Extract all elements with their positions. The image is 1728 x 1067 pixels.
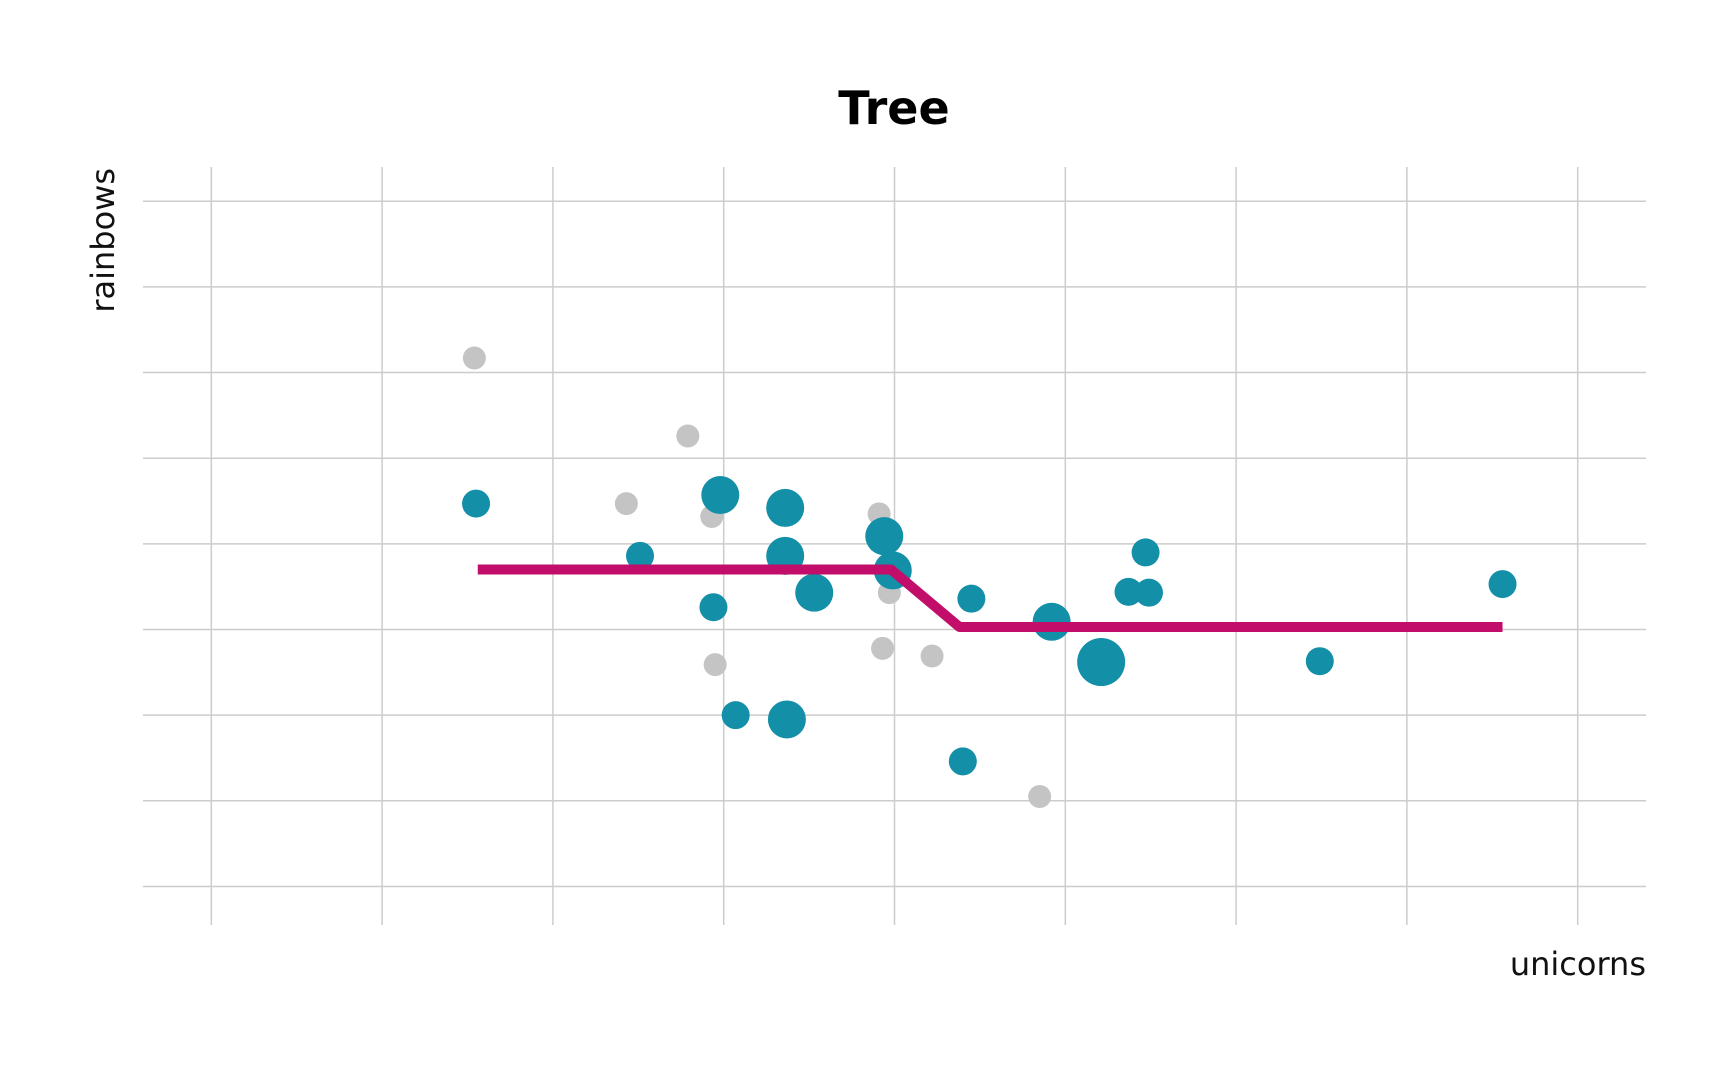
- train-point: [766, 488, 805, 527]
- train-point: [1114, 577, 1143, 606]
- train-point: [1077, 638, 1126, 687]
- train-point: [1488, 570, 1517, 599]
- test-point: [871, 636, 895, 660]
- train-point: [1032, 602, 1071, 641]
- test-point: [703, 653, 727, 677]
- train-point: [462, 489, 491, 518]
- train-point: [1134, 578, 1163, 607]
- model-line-layer: [477, 564, 1503, 632]
- train-point: [767, 700, 806, 739]
- test-point: [676, 424, 700, 448]
- train-point: [721, 701, 750, 730]
- test-point: [462, 346, 486, 370]
- test-point: [1028, 785, 1052, 809]
- train-point: [1305, 647, 1334, 676]
- test-point: [614, 492, 638, 516]
- train-point: [865, 517, 904, 556]
- train-point: [701, 476, 740, 515]
- train-point: [1131, 538, 1160, 567]
- chart-title: Tree: [838, 81, 949, 135]
- train-points: [462, 476, 1517, 776]
- train-point: [626, 541, 655, 570]
- test-point: [920, 644, 944, 668]
- train-point: [795, 573, 834, 612]
- train-point: [957, 584, 986, 613]
- y-axis-label: rainbows: [84, 168, 122, 313]
- train-point: [948, 747, 977, 776]
- train-point: [699, 593, 728, 622]
- test-points: [462, 346, 1052, 809]
- x-axis-label: unicorns: [1510, 945, 1646, 983]
- model-line: [477, 564, 1503, 632]
